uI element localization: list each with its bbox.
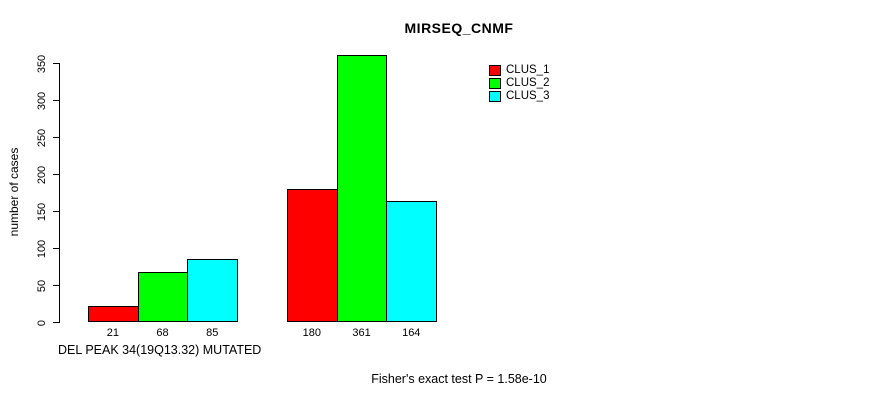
bar-clus_1-group2 [287, 188, 338, 322]
y-tick-label: 100 [36, 239, 48, 258]
bar-clus_3-group2 [386, 200, 438, 322]
legend-swatch-icon [489, 91, 501, 102]
bar-value-label: 85 [206, 327, 219, 339]
bar-clus_2-group2 [336, 54, 388, 322]
y-tick-label: 50 [36, 279, 48, 292]
chart-title: MIRSEQ_CNMF [404, 20, 514, 36]
y-tick [53, 63, 59, 64]
y-tick-label: 300 [36, 91, 48, 110]
y-tick-label: 150 [36, 202, 48, 221]
legend-swatch-icon [489, 65, 501, 76]
y-axis-line [59, 63, 60, 323]
bar-value-label: 21 [106, 327, 119, 339]
y-tick [53, 285, 59, 286]
bar-value-label: 180 [302, 327, 322, 339]
legend-item-clus_2: CLUS_2 [489, 77, 549, 90]
x-axis-label: DEL PEAK 34(19Q13.32) MUTATED [58, 343, 262, 357]
y-tick [53, 211, 59, 212]
legend-label: CLUS_1 [506, 64, 550, 76]
legend-swatch-icon [489, 78, 501, 89]
legend-label: CLUS_3 [506, 90, 550, 102]
y-axis-label: number of cases [7, 147, 21, 237]
fisher-test-label: Fisher's exact test P = 1.58e-10 [371, 372, 547, 386]
y-tick-label: 200 [36, 165, 48, 184]
y-tick [53, 322, 59, 323]
y-tick [53, 100, 59, 101]
bar-value-label: 68 [156, 327, 169, 339]
y-tick [53, 137, 59, 138]
bar-value-label: 164 [402, 327, 421, 339]
y-tick-label: 250 [36, 128, 48, 147]
legend: CLUS_1 CLUS_2 CLUS_3 [489, 64, 549, 103]
y-tick [53, 174, 59, 175]
legend-item-clus_1: CLUS_1 [489, 64, 549, 77]
bar-clus_2-group1 [137, 271, 189, 322]
bar-clus_1-group1 [88, 306, 139, 322]
y-tick-label: 350 [36, 54, 48, 73]
y-tick [53, 248, 59, 249]
y-tick-label: 0 [36, 319, 48, 326]
bar-value-label: 361 [352, 327, 371, 339]
legend-item-clus_3: CLUS_3 [489, 90, 549, 103]
bar-clus_3-group1 [187, 259, 239, 322]
legend-label: CLUS_2 [506, 77, 550, 89]
